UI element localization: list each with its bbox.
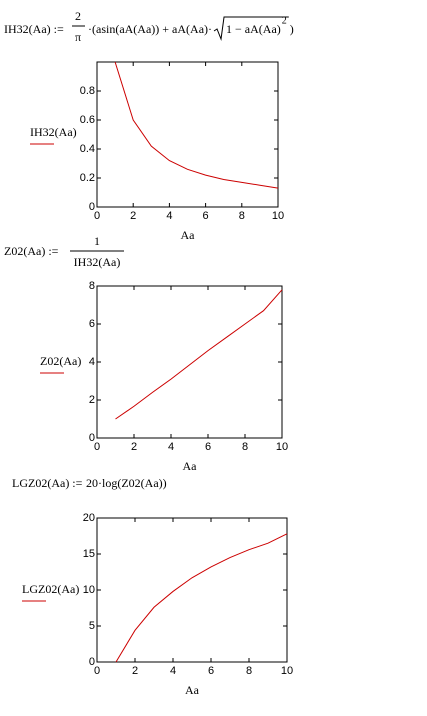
y-tick-label: 2 [89,394,95,406]
plot-frame [96,517,288,663]
x-tick-label: 10 [272,210,284,222]
y-tick-label: 0 [89,201,95,213]
x-tick-label: 8 [239,210,245,222]
y-tick-label: 10 [83,584,95,596]
x-tick-label: 2 [131,441,137,453]
formula-exponent: 2 [282,15,287,26]
y-tick-label: 6 [89,318,95,330]
plot-frame [96,285,283,439]
sqrt-sign [213,16,289,41]
data-line [114,61,279,189]
y-tick-label: 0.8 [80,85,95,97]
plot-frame [96,61,279,208]
formula-numerator: 2 [75,9,81,23]
y-axis-label: IH32(Aa) [30,125,77,139]
y-axis-label: LGZ02(Aa) [22,582,79,596]
x-tick-label: 2 [130,210,136,222]
x-tick-label: 8 [246,665,252,677]
formula-lhs: Z02(Aa) := [4,244,59,258]
formula-radicand: 1 − aA(Aa) [226,22,281,36]
y-tick-label: 15 [83,548,95,560]
x-tick-label: 10 [276,441,288,453]
x-tick-label: 0 [94,441,100,453]
y-axis-label: Z02(Aa) [40,354,81,368]
formula-lhs: LGZ02(Aa) := [12,476,83,490]
y-tick-label: 0 [89,656,95,668]
x-tick-label: 4 [170,665,176,677]
x-tick-label: 0 [94,210,100,222]
y-tick-label: 0.2 [80,172,95,184]
data-line [115,533,288,663]
y-tick-label: 20 [83,512,95,524]
x-axis-label: Aa [185,683,200,697]
x-tick-label: 4 [168,441,174,453]
y-tick-label: 8 [89,280,95,292]
x-tick-label: 4 [166,210,172,222]
y-tick-label: 0.6 [80,114,95,126]
x-axis-label: Aa [183,459,198,473]
x-tick-label: 8 [242,441,248,453]
y-tick-label: 5 [89,620,95,632]
formula-denominator: IH32(Aa) [74,255,121,269]
y-tick-label: 0 [89,432,95,444]
x-tick-label: 6 [208,665,214,677]
formula-lhs: IH32(Aa) := [4,22,64,36]
formula-body: 20·log(Z02(Aa)) [86,476,167,490]
x-tick-label: 6 [205,441,211,453]
y-tick-label: 4 [89,356,95,368]
data-line [115,289,283,420]
formula-body: ·(asin(aA(Aa)) + aA(Aa)· [88,22,212,36]
y-tick-label: 0.4 [80,143,95,155]
x-tick-label: 10 [281,665,293,677]
x-axis-label: Aa [181,228,196,242]
x-tick-label: 2 [132,665,138,677]
x-tick-label: 0 [94,665,100,677]
formula-denominator: π [75,30,81,44]
x-tick-label: 6 [203,210,209,222]
formula-numerator: 1 [94,234,100,248]
formula-close: ) [290,22,294,36]
